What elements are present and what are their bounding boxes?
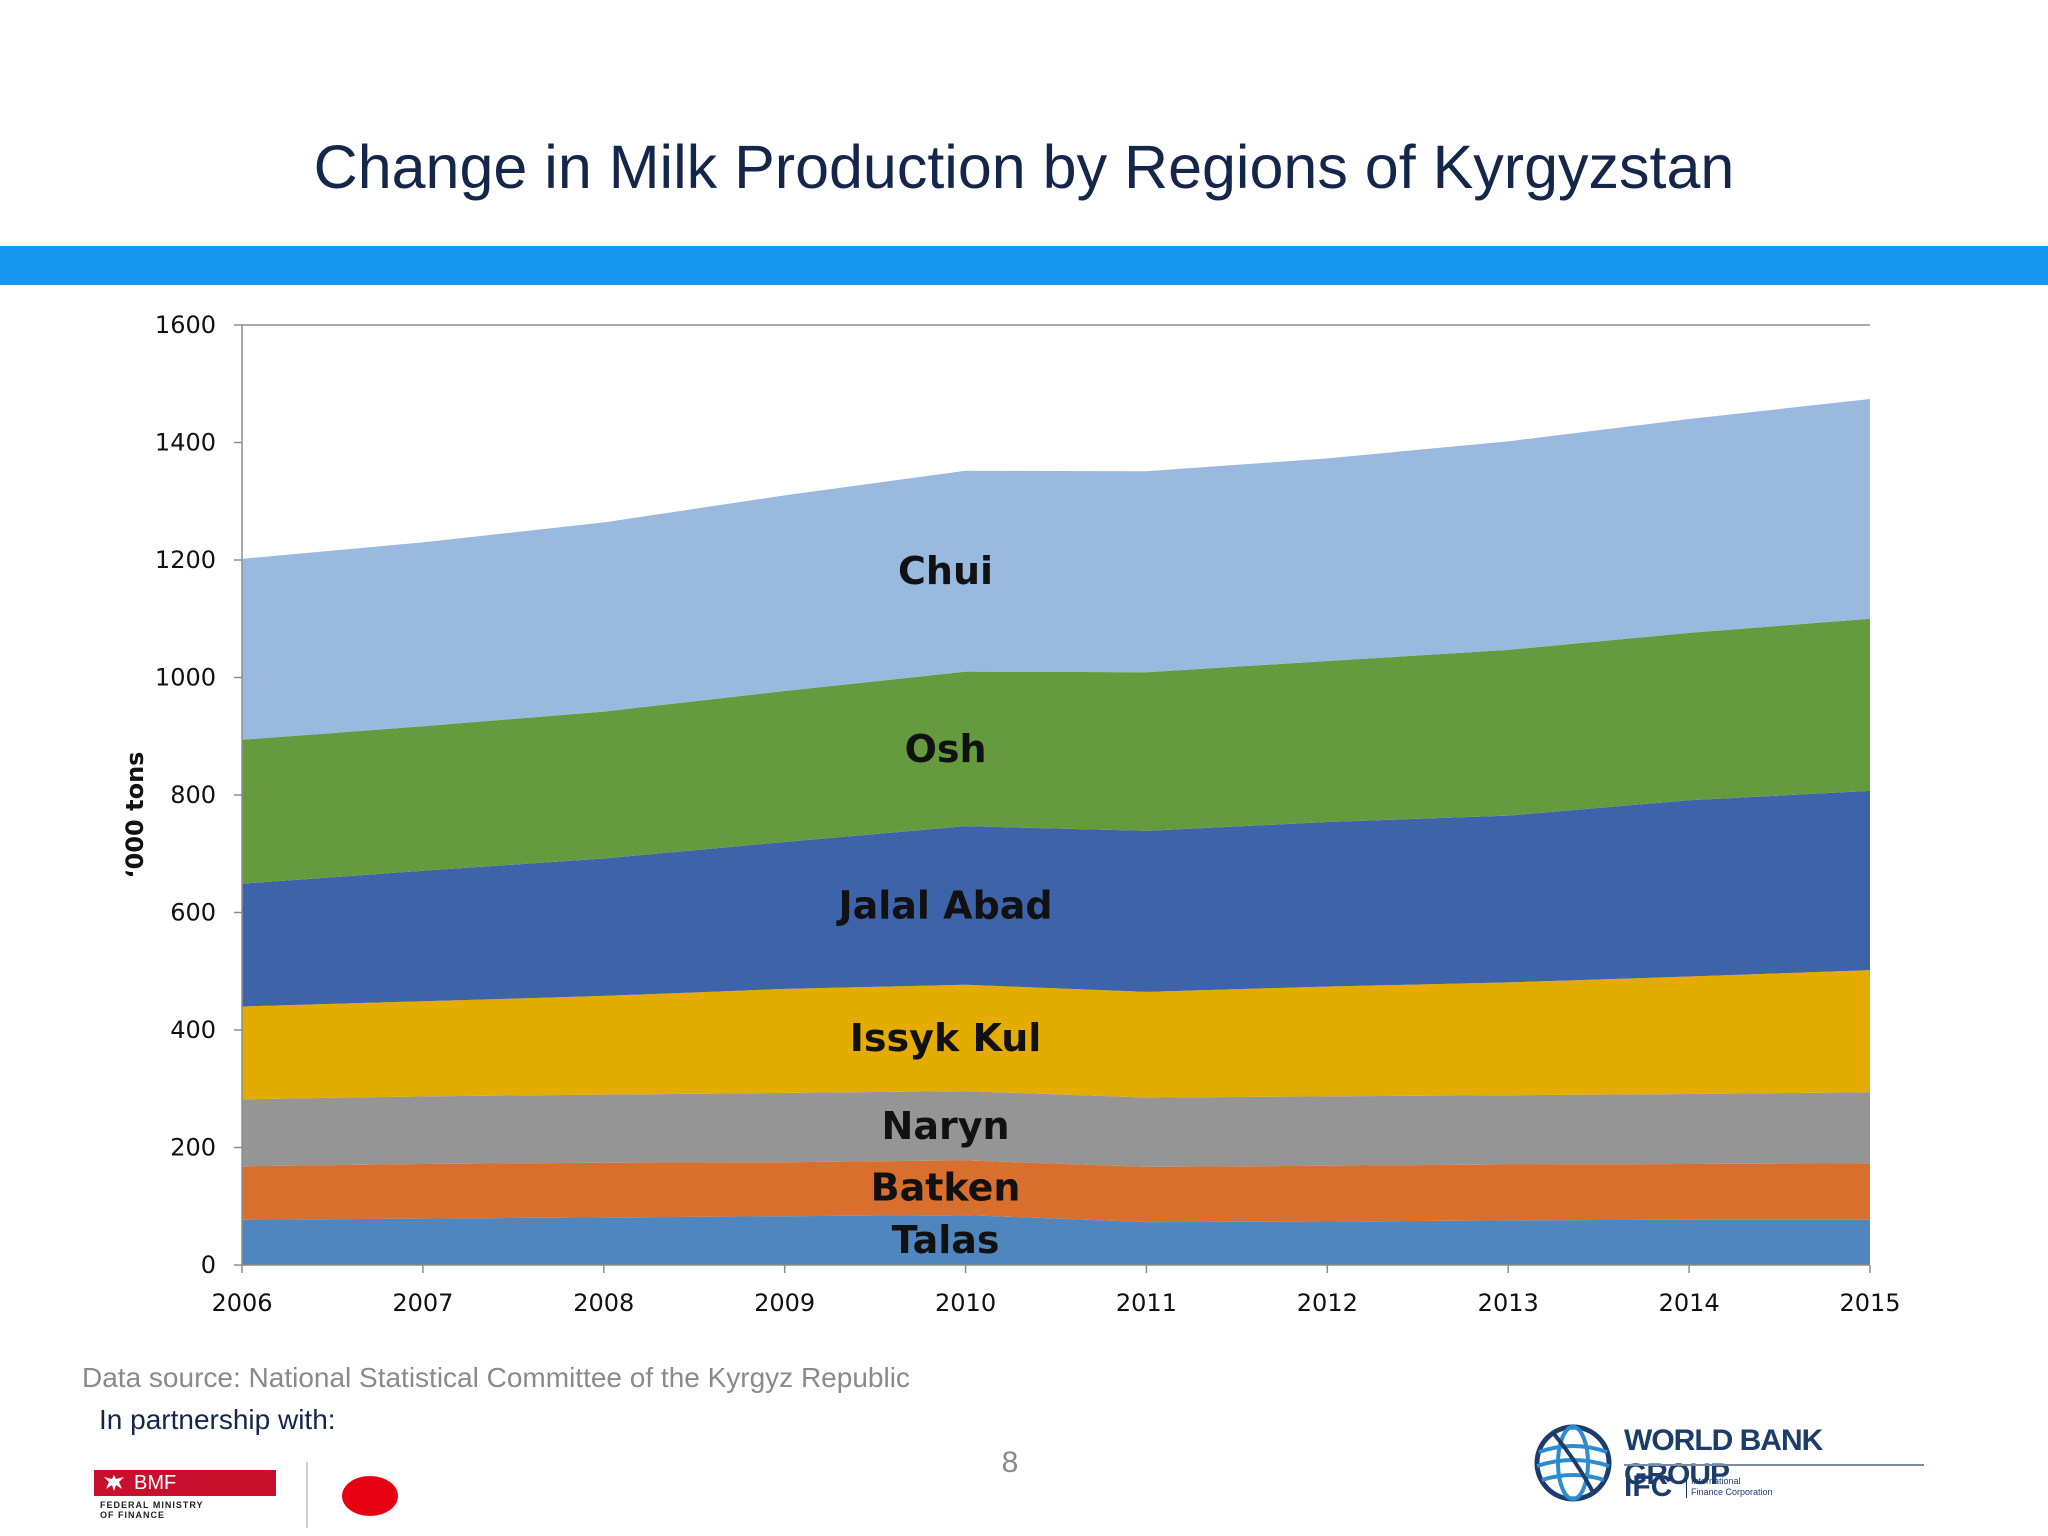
x-tick-label: 2011 bbox=[1116, 1289, 1177, 1317]
y-tick-label: 1200 bbox=[155, 546, 216, 574]
y-tick-label: 200 bbox=[170, 1134, 216, 1162]
series-label-naryn: Naryn bbox=[882, 1104, 1010, 1148]
bmf-logo: BMF FEDERAL MINISTRY OF FINANCE bbox=[94, 1470, 276, 1520]
area-series-issyk-kul bbox=[242, 970, 1870, 1100]
data-source-note: Data source: National Statistical Commit… bbox=[82, 1362, 910, 1393]
title-divider-band bbox=[0, 246, 2048, 285]
y-tick-label: 600 bbox=[170, 899, 216, 927]
ifc-fullname-line2: Finance Corporation bbox=[1691, 1487, 1773, 1497]
series-label-batken: Batken bbox=[871, 1166, 1021, 1210]
x-tick-label: 2012 bbox=[1297, 1289, 1358, 1317]
y-tick-label: 0 bbox=[201, 1251, 216, 1279]
bmf-subtitle-line1: FEDERAL MINISTRY bbox=[100, 1500, 204, 1510]
x-tick-label: 2009 bbox=[754, 1289, 815, 1317]
y-tick-label: 1400 bbox=[155, 429, 216, 457]
area-series-chui bbox=[242, 399, 1870, 740]
japan-flag-logo bbox=[342, 1476, 398, 1516]
ifc-fullname: International Finance Corporation bbox=[1686, 1476, 1773, 1498]
y-tick-label: 1600 bbox=[155, 311, 216, 339]
bmf-subtitle: FEDERAL MINISTRY OF FINANCE bbox=[100, 1500, 204, 1520]
eagle-icon bbox=[104, 1475, 124, 1491]
bmf-logo-bar: BMF bbox=[94, 1470, 276, 1496]
area-series-osh bbox=[242, 618, 1870, 884]
y-tick-label: 800 bbox=[170, 781, 216, 809]
bmf-subtitle-line2: OF FINANCE bbox=[100, 1510, 165, 1520]
page-number: 8 bbox=[1001, 1446, 1019, 1479]
area-series-batken bbox=[242, 1160, 1870, 1223]
ifc-fullname-line1: International bbox=[1691, 1476, 1741, 1486]
partnership-label: In partnership with: bbox=[99, 1404, 336, 1435]
wbg-rule bbox=[1624, 1464, 1924, 1466]
x-tick-label: 2014 bbox=[1659, 1289, 1720, 1317]
wbg-wordmark: WORLD BANK GROUP bbox=[1624, 1424, 1823, 1491]
area-series-jalal-abad bbox=[242, 790, 1870, 1007]
y-axis-title: ‘000 tons bbox=[121, 752, 149, 879]
y-tick-label: 1000 bbox=[155, 664, 216, 692]
area-series-naryn bbox=[242, 1091, 1870, 1167]
x-tick-label: 2013 bbox=[1478, 1289, 1539, 1317]
x-tick-label: 2010 bbox=[935, 1289, 996, 1317]
area-series-talas bbox=[242, 1215, 1870, 1265]
y-tick-label: 400 bbox=[170, 1016, 216, 1044]
ifc-wordmark: IFC bbox=[1624, 1470, 1673, 1503]
x-tick-label: 2008 bbox=[573, 1289, 634, 1317]
series-label-issyk-kul: Issyk Kul bbox=[850, 1016, 1042, 1060]
series-label-jalal-abad: Jalal Abad bbox=[835, 883, 1052, 927]
series-label-osh: Osh bbox=[905, 727, 987, 771]
series-label-chui: Chui bbox=[898, 549, 993, 593]
world-bank-group-logo: WORLD BANK GROUP IFC International Finan… bbox=[1532, 1422, 1932, 1512]
logo-divider bbox=[306, 1462, 308, 1528]
x-tick-label: 2007 bbox=[392, 1289, 453, 1317]
slide-title: Change in Milk Production by Regions of … bbox=[313, 133, 1735, 201]
series-label-talas: Talas bbox=[892, 1218, 1000, 1262]
x-tick-label: 2006 bbox=[211, 1289, 272, 1317]
x-tick-label: 2015 bbox=[1839, 1289, 1900, 1317]
globe-icon bbox=[1534, 1424, 1612, 1502]
